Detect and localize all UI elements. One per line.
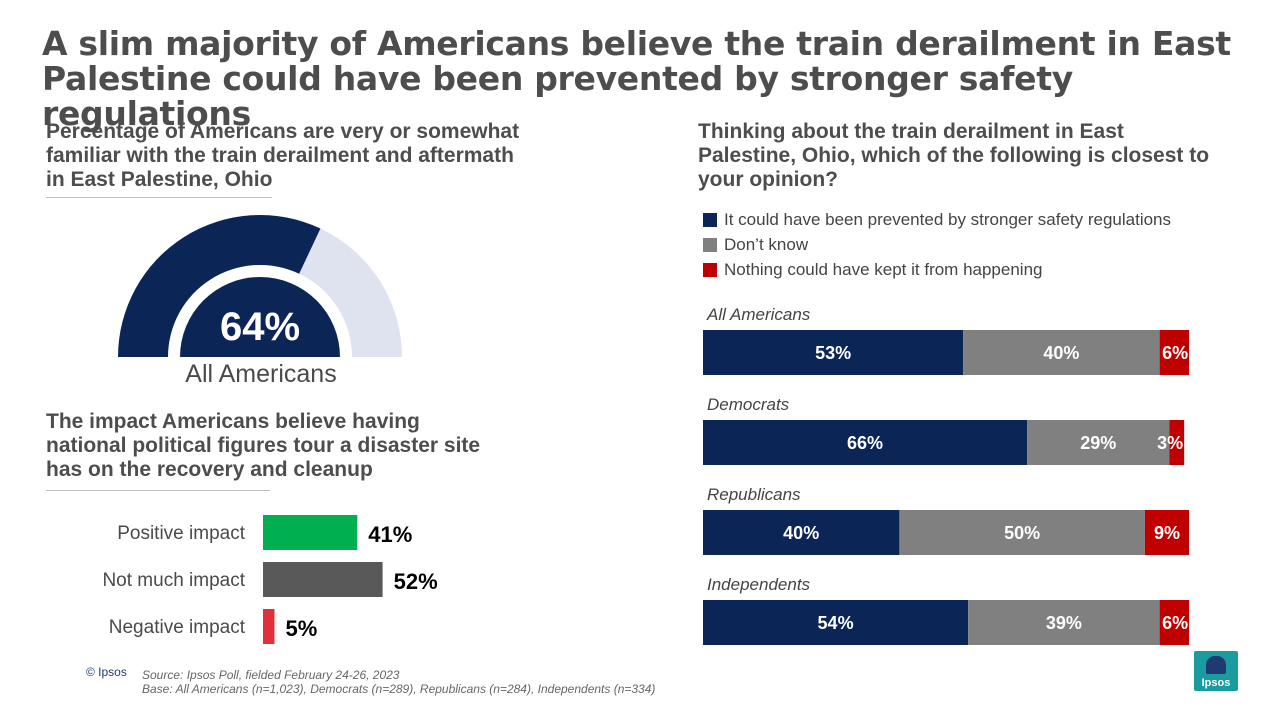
opinion-bar-segment	[1159, 330, 1190, 375]
opinion-value-label: 29%	[1080, 433, 1116, 453]
source-line: Source: Ipsos Poll, fielded February 24-…	[142, 668, 400, 682]
ipsos-logo-mark	[1206, 656, 1226, 674]
opinion-question: Thinking about the train derailment in E…	[698, 120, 1210, 191]
slide-title: A slim majority of Americans believe the…	[42, 24, 1231, 133]
opinion-value-label: 9%	[1154, 523, 1180, 543]
ipsos-logo: Ipsos	[1194, 651, 1238, 691]
impact-category-label: Negative impact	[109, 617, 246, 638]
opinion-value-label: 66%	[847, 433, 883, 453]
legend-label-dont-know: Don’t know	[724, 234, 809, 254]
opinion-legend: It could have been prevented by stronger…	[703, 207, 1171, 282]
legend-swatch-prevented	[703, 212, 717, 227]
impact-bar	[263, 562, 383, 597]
opinion-value-label: 54%	[818, 613, 854, 633]
opinion-value-label: 53%	[815, 343, 851, 363]
opinion-bar-segment	[703, 420, 1028, 465]
opinion-bar-segment	[1169, 420, 1185, 465]
gauge-value-label: 64%	[220, 305, 300, 349]
opinion-bar-segment	[968, 600, 1160, 645]
opinion-value-label: 40%	[783, 523, 819, 543]
impact-value-label: 41%	[368, 522, 412, 547]
opinion-bar-segment	[1144, 510, 1190, 555]
impact-question: The impact Americans believe having nati…	[46, 410, 481, 481]
legend-item-dont-know: Don’t know	[703, 232, 1171, 257]
opinion-group-label: Democrats	[707, 395, 790, 414]
ipsos-logo-text: Ipsos	[1201, 677, 1231, 689]
impact-value-label: 5%	[286, 616, 318, 641]
opinion-value-label: 6%	[1162, 343, 1188, 363]
opinion-group-label: Independents	[707, 575, 811, 594]
gauge-group-label: All Americans	[185, 360, 337, 388]
opinion-bar-segment	[703, 330, 964, 375]
base-line: Base: All Americans (n=1,023), Democrats…	[142, 682, 656, 696]
legend-label-nothing: Nothing could have kept it from happenin…	[724, 259, 1043, 279]
opinion-value-label: 39%	[1046, 613, 1082, 633]
legend-item-prevented: It could have been prevented by stronger…	[703, 207, 1171, 232]
opinion-value-label: 3%	[1157, 433, 1183, 453]
impact-category-label: Not much impact	[102, 570, 245, 591]
opinion-bar-segment	[963, 330, 1160, 375]
legend-swatch-nothing	[703, 262, 717, 277]
opinion-bar-segment	[1027, 420, 1170, 465]
opinion-value-label: 6%	[1162, 613, 1188, 633]
familiarity-gauge: 64%	[118, 215, 402, 357]
gauge-center-disc	[180, 277, 340, 357]
impact-category-label: Positive impact	[117, 523, 245, 544]
gauge-remaining-arc	[299, 228, 402, 357]
opinion-bar-segment	[1159, 600, 1190, 645]
impact-divider	[46, 490, 270, 491]
source-note: Source: Ipsos Poll, fielded February 24-…	[142, 668, 655, 696]
opinion-bar-segment	[703, 600, 969, 645]
opinion-value-label: 50%	[1004, 523, 1040, 543]
opinion-group-label: All Americans	[706, 305, 811, 324]
opinion-value-label: 40%	[1043, 343, 1079, 363]
opinion-bar-segment	[703, 510, 900, 555]
legend-label-prevented: It could have been prevented by stronger…	[724, 209, 1172, 229]
legend-swatch-dont-know	[703, 237, 717, 252]
familiarity-question: Percentage of Americans are very or some…	[46, 120, 520, 191]
impact-value-label: 52%	[394, 569, 438, 594]
impact-bar	[263, 609, 275, 644]
legend-item-nothing: Nothing could have kept it from happenin…	[703, 257, 1171, 282]
opinion-bar-segment	[899, 510, 1145, 555]
impact-bar	[263, 515, 358, 550]
familiarity-divider	[46, 197, 272, 198]
gauge-filled-arc	[118, 215, 321, 357]
opinion-group-label: Republicans	[707, 485, 801, 504]
copyright-label: © Ipsos	[86, 665, 127, 679]
